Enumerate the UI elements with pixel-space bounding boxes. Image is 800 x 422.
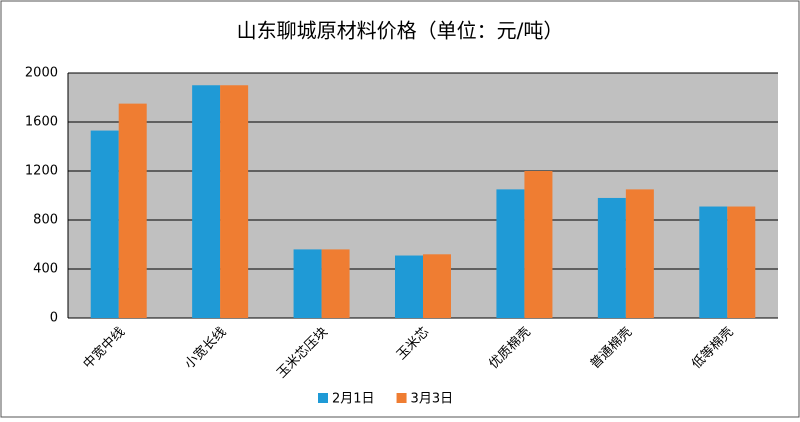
- bar: [90, 130, 119, 318]
- y-tick-label: 2000: [25, 66, 58, 81]
- bar: [321, 249, 350, 318]
- bar: [423, 254, 451, 318]
- bar: [496, 189, 525, 318]
- legend-label: 2月1日: [332, 392, 375, 407]
- y-tick-label: 800: [33, 213, 58, 228]
- bar: [395, 255, 423, 318]
- bar: [699, 206, 728, 318]
- bar: [192, 85, 221, 318]
- legend-label: 3月3日: [411, 392, 454, 407]
- bar: [293, 249, 322, 318]
- bar: [118, 103, 147, 318]
- y-tick-label: 0: [50, 311, 58, 326]
- chart-title: 山东聊城原材料价格（单位：元/吨）: [237, 19, 564, 43]
- y-tick-label: 400: [33, 262, 58, 277]
- bar: [597, 197, 626, 318]
- bar: [220, 85, 249, 318]
- y-tick-label: 1200: [25, 164, 58, 179]
- y-tick-label: 1600: [25, 115, 58, 130]
- bar: [524, 171, 553, 318]
- legend-swatch: [318, 393, 328, 403]
- bar: [727, 206, 756, 318]
- legend-swatch: [396, 393, 407, 403]
- bar: [625, 189, 654, 318]
